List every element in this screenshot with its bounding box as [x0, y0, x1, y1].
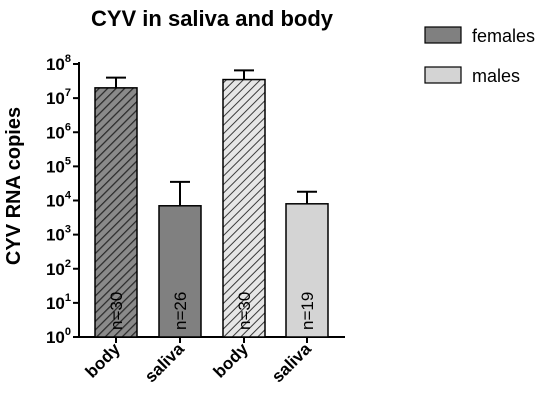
- legend-label-females: females: [472, 26, 535, 46]
- x-category-label: saliva: [141, 339, 188, 386]
- y-tick-base: 10: [46, 192, 65, 211]
- x-category-label: body: [82, 339, 125, 382]
- y-tick-base: 10: [46, 55, 65, 74]
- y-tick-label: 102: [46, 258, 71, 279]
- legend: females males: [424, 26, 535, 86]
- y-tick-label: 105: [46, 155, 71, 176]
- y-tick-base: 10: [46, 260, 65, 279]
- n-label: n=26: [171, 292, 190, 330]
- y-tick-label: 103: [46, 224, 71, 245]
- n-label: n=30: [235, 292, 254, 330]
- y-tick-exponent: 5: [65, 155, 71, 167]
- y-tick-base: 10: [46, 123, 65, 142]
- chart-title: CYV in saliva and body: [91, 6, 334, 31]
- bar-females-body: [94, 87, 138, 338]
- bar-males-body: [222, 78, 266, 338]
- legend-swatch-females: [424, 26, 462, 44]
- y-tick-exponent: 2: [65, 258, 71, 270]
- plot-area: 100101102103104105106107108n=30bodyn=26s…: [46, 53, 345, 386]
- x-category-label: body: [210, 339, 253, 382]
- n-label: n=30: [107, 292, 126, 330]
- y-tick-base: 10: [46, 294, 65, 313]
- x-category-label: saliva: [268, 339, 315, 386]
- y-axis-label: CYV RNA copies: [3, 107, 25, 265]
- y-tick-base: 10: [46, 226, 65, 245]
- n-label: n=19: [298, 292, 317, 330]
- y-tick-base: 10: [46, 89, 65, 108]
- y-tick-base: 10: [46, 328, 65, 347]
- y-tick-label: 100: [46, 326, 71, 347]
- y-tick-label: 107: [46, 87, 71, 108]
- y-tick-exponent: 7: [65, 87, 71, 99]
- y-tick-exponent: 8: [65, 53, 71, 65]
- y-tick-label: 101: [46, 292, 71, 313]
- y-tick-label: 106: [46, 121, 71, 142]
- y-tick-exponent: 3: [65, 224, 71, 236]
- y-tick-label: 104: [46, 190, 72, 211]
- y-tick-exponent: 4: [65, 190, 72, 202]
- legend-label-males: males: [472, 66, 520, 86]
- bar-males-saliva: [285, 203, 329, 338]
- legend-swatch-males: [424, 66, 462, 84]
- y-tick-label: 108: [46, 53, 71, 74]
- y-tick-exponent: 1: [65, 292, 71, 304]
- y-tick-base: 10: [46, 157, 65, 176]
- bar-females-saliva: [158, 205, 202, 338]
- y-tick-exponent: 6: [65, 121, 71, 133]
- y-tick-exponent: 0: [65, 326, 71, 338]
